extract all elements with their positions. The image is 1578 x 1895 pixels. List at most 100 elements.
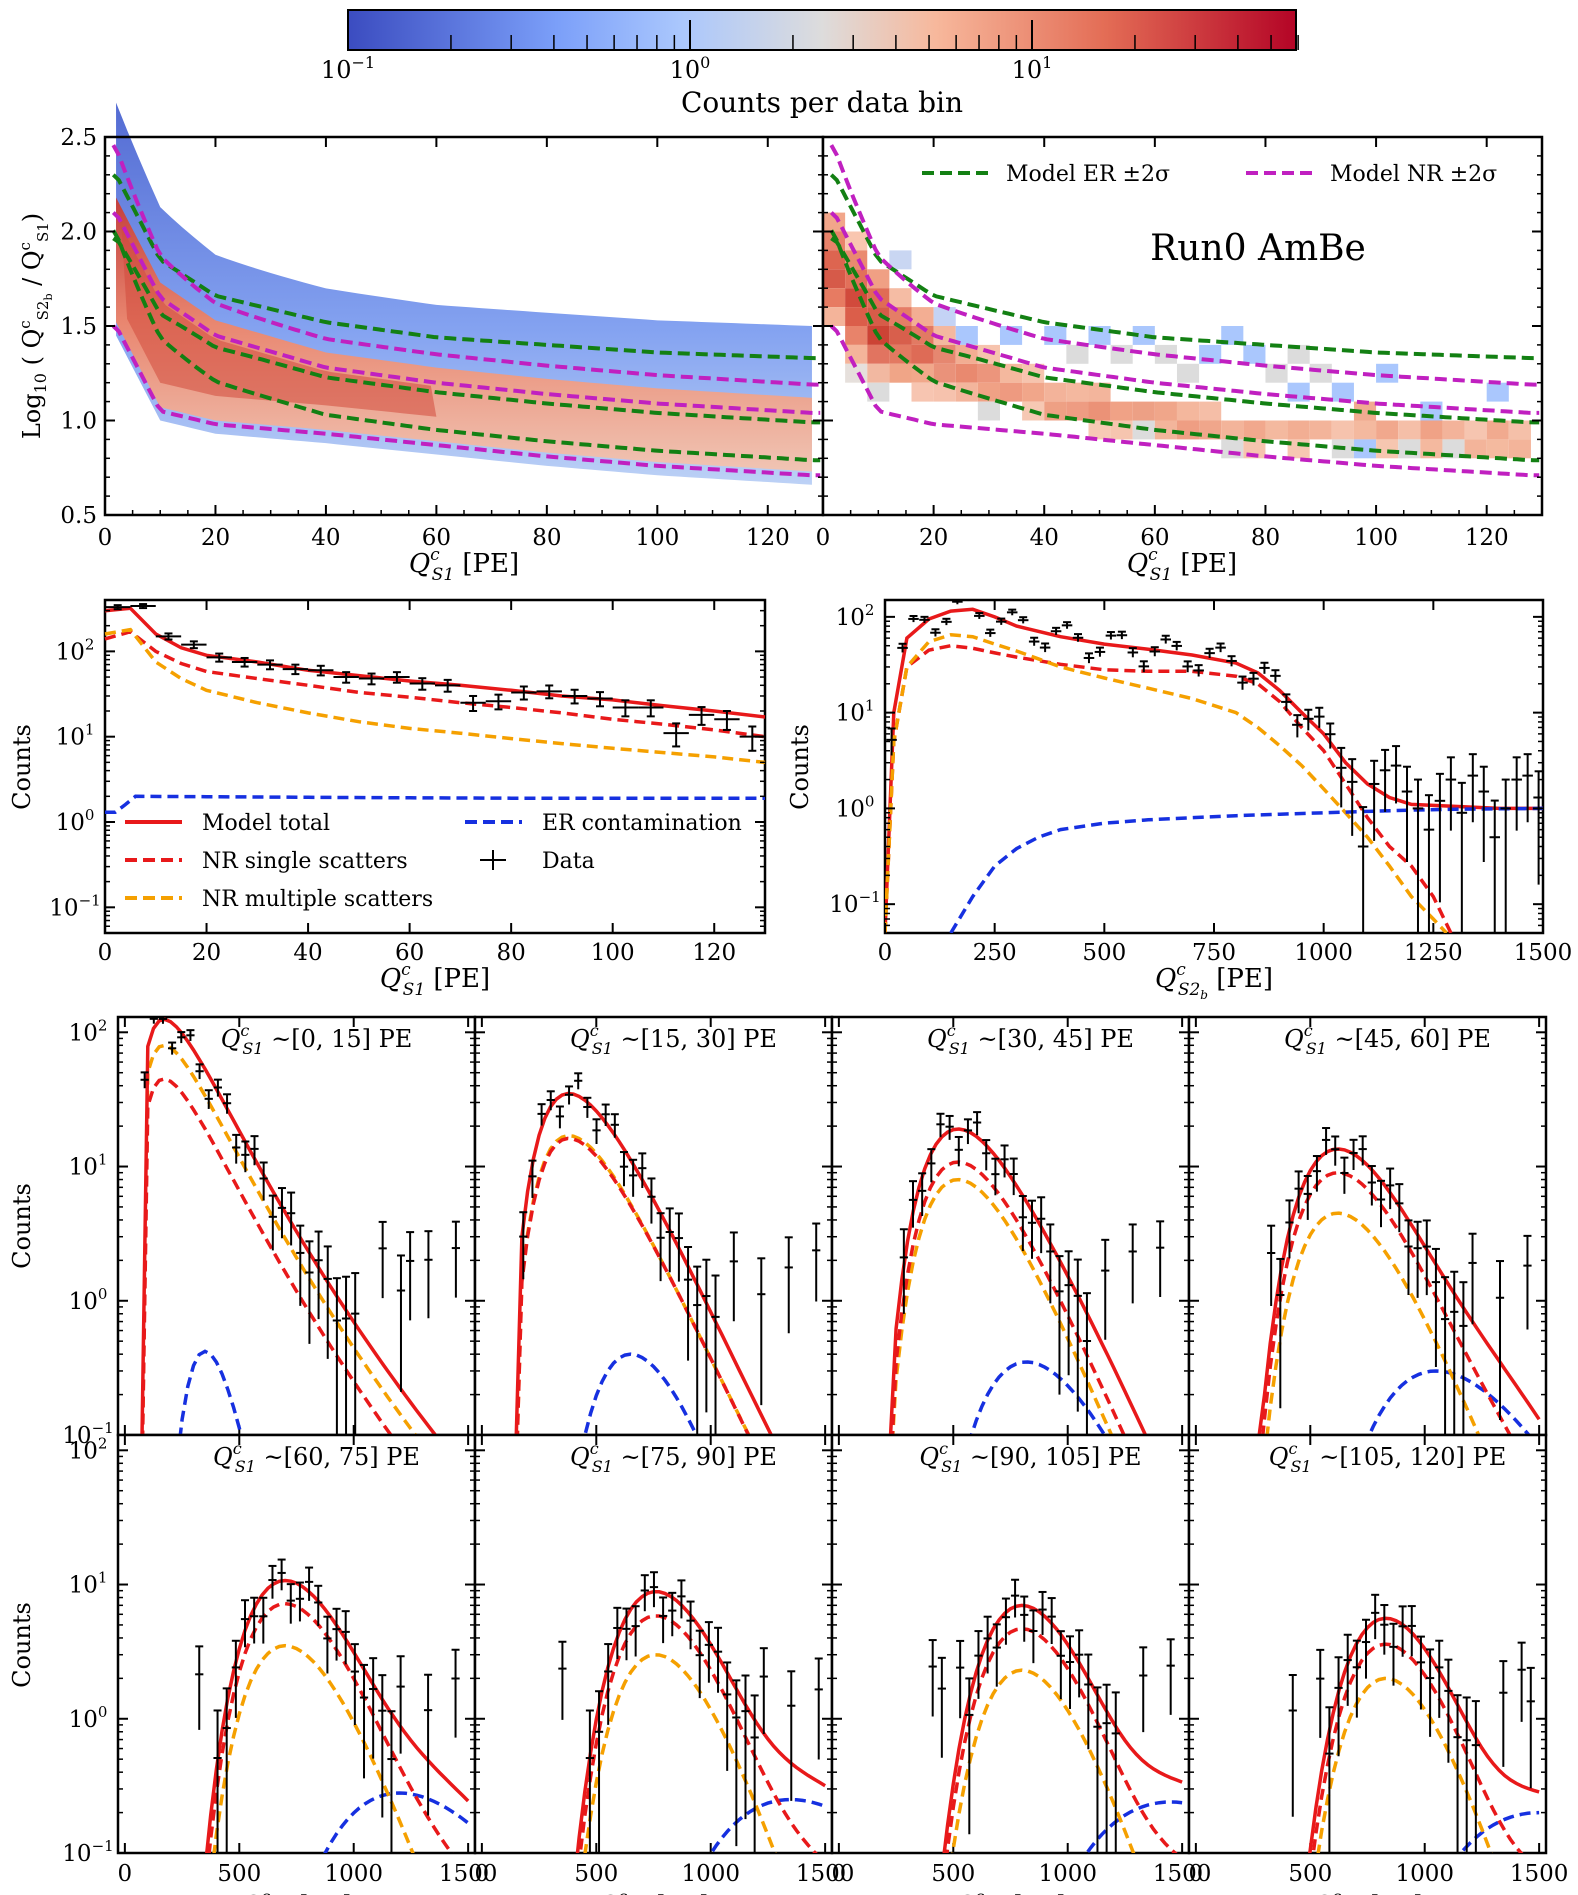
x-tick-label: 60 [422,525,451,551]
legend-data: Data [542,849,595,874]
slice-title-sub: S1 [242,1039,263,1058]
x-tick-label: 0 [98,525,113,551]
heatmap-bin [1309,420,1332,440]
x-tick-label: 250 [973,940,1017,966]
x-tick-label: 0 [1189,1861,1204,1887]
slice-series [558,1571,826,1853]
x-tick-label: 500 [1288,1861,1332,1887]
heatmap-bin [1022,382,1045,402]
x-tick-label: 40 [293,940,322,966]
heatmap-bin [1353,420,1377,440]
slice-title-sup: c [590,1439,599,1458]
heatmap-bin [933,363,956,383]
x-tick-label: 0 [816,525,831,551]
y-tick-label: 1.5 [60,314,97,340]
y-tick-exponent: 1 [98,1151,108,1169]
top-right-axes: 0 20 40 60 80 100 120 [816,136,1542,551]
slice-title-q: Q [1284,1025,1304,1053]
slice-title: Qc S1 ~[0, 15] PE [221,1021,413,1058]
x-tick-label: 80 [497,940,526,966]
slice-title-sup: c [1304,1021,1313,1040]
heatmap-bin [889,363,912,383]
y-tick-label: 0.5 [60,503,97,529]
y-tick-label: 2.0 [60,220,97,246]
x-tick-label: 500 [1082,940,1126,966]
x-tick-label: 100 [635,525,679,551]
legend-nr-multiple: NR multiple scatters [202,887,433,912]
nr-mid-band-line [829,211,1540,415]
x-tick-label: 500 [931,1861,975,1887]
slice-series [1257,1127,1541,1435]
slice-frame [1187,1433,1548,1855]
y-tick-label: 1.0 [60,409,97,435]
heatmap-bin [977,401,1000,421]
heatmap-bin [1243,420,1266,440]
model-total-line [1257,1147,1541,1435]
slice-frame [1187,1015,1548,1437]
er-contamination-line [1084,1800,1183,1853]
er-lower-band-line [112,236,821,425]
x-tick-label: 1500 [439,1861,498,1887]
top-left-panel: 0 20 40 60 80 100 120 0.5 1.0 1.5 2.0 2.5 Log10 ( Q… [16,102,825,585]
nr-single-line [515,1136,751,1435]
xlabel-unit: [PE] [291,1891,351,1895]
x-tick-label: 750 [1192,940,1236,966]
heatmap-bin [911,382,934,402]
model-total-line [888,1127,1148,1435]
heatmap-bin [1110,401,1133,421]
y-tick-exponent: 2 [85,635,95,653]
x-tick-label: 1000 [681,1861,740,1887]
slice-title-range: ~[30, 45] PE [970,1025,1134,1053]
y-tick-label: 10−1 [49,891,100,921]
heatmap-bin [823,212,846,232]
slice-axes: 0 500 1000 1500 [1189,1435,1569,1887]
slice-title-q: Q [1269,1443,1289,1471]
x-tick-label: 60 [1140,525,1169,551]
colorbar-label: Counts per data bin [681,86,963,119]
slice-title-sub: S1 [941,1457,962,1476]
y-tick-exponent: 1 [98,1569,108,1587]
x-tick-label: 0 [475,1861,490,1887]
slice-title: Qc S1 ~[60, 75] PE [213,1439,420,1476]
nr-upper-band-line [111,144,821,387]
nr-single-line [1261,1170,1513,1435]
y-tick-exponent: 0 [85,806,95,824]
x-tick-label: 0 [98,940,113,966]
er-contamination-line [583,1352,699,1435]
slice-title-q: Q [570,1025,590,1053]
heatmap-bin [1486,439,1509,459]
slice-title-sup: c [947,1021,956,1040]
nr-single-line [1311,1642,1524,1853]
nr-single-line [104,629,766,739]
middle-left-plot [104,603,766,815]
heatmap-bin [845,326,868,345]
x-tick-label: 40 [311,525,340,551]
y-tick-label: 101 [69,1151,108,1181]
slice-title-sup: c [1288,1439,1297,1458]
top-right-panel: 0 20 40 60 80 100 120 Model ER ±2σ Model NR ±2… [816,135,1544,585]
slice-title-sup: c [240,1021,249,1040]
heatmap-bin [1464,439,1487,459]
heatmap-bin [1176,363,1200,383]
xlabel-unit: [PE] [1005,1891,1065,1895]
er-lower-band-line [830,236,1540,425]
slice-axes: 0 500 1000 1500 [832,1435,1211,1887]
slice-frame [830,1433,1191,1855]
x-tick-label: 20 [201,525,230,551]
slice-title-sub: S1 [1290,1457,1311,1476]
top-left-xlabel: Qc S1 [PE] [409,545,519,585]
slice-panel: Qc S1 ~[45, 60] PE [1187,1015,1548,1437]
heatmap-bin [1486,382,1509,402]
y-tick-exponent: −1 [92,1837,114,1855]
slice-panel: Qc S1 ~[30, 45] PE [830,1015,1191,1437]
colorbar-ticks [347,20,1299,50]
slice-title-sub: S1 [592,1457,613,1476]
y-tick-label: 2.5 [60,125,97,151]
x-tick-label: 1500 [1510,1861,1569,1887]
y-tick-exponent: 0 [98,1703,108,1721]
er-mid-band-line [829,229,1540,463]
heatmap-bin [889,250,912,270]
colorbar-gradient [347,9,1297,51]
nr-multiple-line [140,1043,418,1435]
